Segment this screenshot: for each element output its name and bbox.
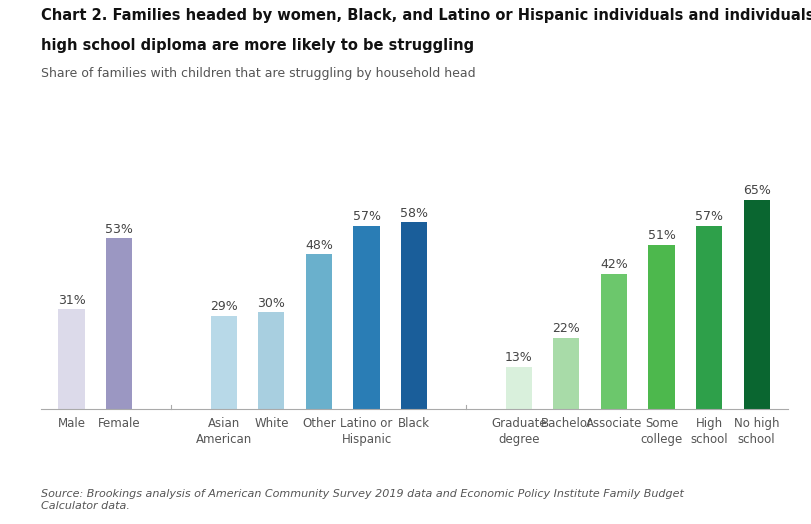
Text: Source: Brookings analysis of American Community Survey 2019 data and Economic P: Source: Brookings analysis of American C… xyxy=(41,489,683,511)
Bar xyxy=(648,245,674,409)
Text: high school diploma are more likely to be struggling: high school diploma are more likely to b… xyxy=(41,38,473,53)
Text: 48%: 48% xyxy=(305,239,333,252)
Text: 42%: 42% xyxy=(599,258,627,271)
Text: 29%: 29% xyxy=(210,300,238,313)
Text: 30%: 30% xyxy=(257,297,285,310)
Bar xyxy=(695,225,721,409)
Text: 65%: 65% xyxy=(742,184,770,197)
Text: 57%: 57% xyxy=(694,210,723,223)
Text: Share of families with children that are struggling by household head: Share of families with children that are… xyxy=(41,67,474,80)
Text: 53%: 53% xyxy=(105,223,133,236)
Bar xyxy=(401,222,427,409)
Bar xyxy=(210,315,237,409)
Text: Chart 2. Families headed by women, Black, and Latino or Hispanic individuals and: Chart 2. Families headed by women, Black… xyxy=(41,8,811,23)
Text: 51%: 51% xyxy=(647,229,675,242)
Text: 31%: 31% xyxy=(58,293,85,307)
Bar xyxy=(258,312,284,409)
Bar xyxy=(306,255,332,409)
Text: 22%: 22% xyxy=(551,322,580,335)
Bar xyxy=(58,309,84,409)
Bar xyxy=(106,238,132,409)
Text: 13%: 13% xyxy=(504,352,532,364)
Bar xyxy=(743,200,769,409)
Bar xyxy=(505,367,531,409)
Bar xyxy=(552,338,579,409)
Text: 57%: 57% xyxy=(352,210,380,223)
Text: 58%: 58% xyxy=(400,207,427,220)
Bar xyxy=(353,225,380,409)
Bar xyxy=(600,274,626,409)
